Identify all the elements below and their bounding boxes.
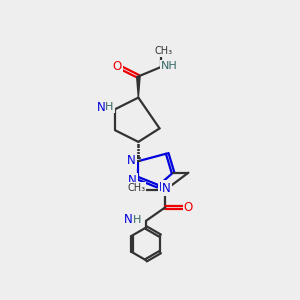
Text: O: O bbox=[112, 60, 122, 73]
Text: N: N bbox=[128, 174, 137, 187]
Text: CH₃: CH₃ bbox=[128, 183, 146, 193]
Polygon shape bbox=[136, 76, 140, 98]
Text: H: H bbox=[133, 215, 142, 225]
Text: N: N bbox=[127, 154, 136, 167]
Text: N: N bbox=[162, 182, 171, 195]
Text: O: O bbox=[184, 201, 193, 214]
Text: N: N bbox=[124, 213, 133, 226]
Text: N: N bbox=[96, 101, 105, 114]
Text: NH: NH bbox=[161, 61, 178, 71]
Text: H: H bbox=[105, 102, 114, 112]
Text: CH₃: CH₃ bbox=[154, 46, 172, 56]
Text: N: N bbox=[159, 181, 168, 194]
